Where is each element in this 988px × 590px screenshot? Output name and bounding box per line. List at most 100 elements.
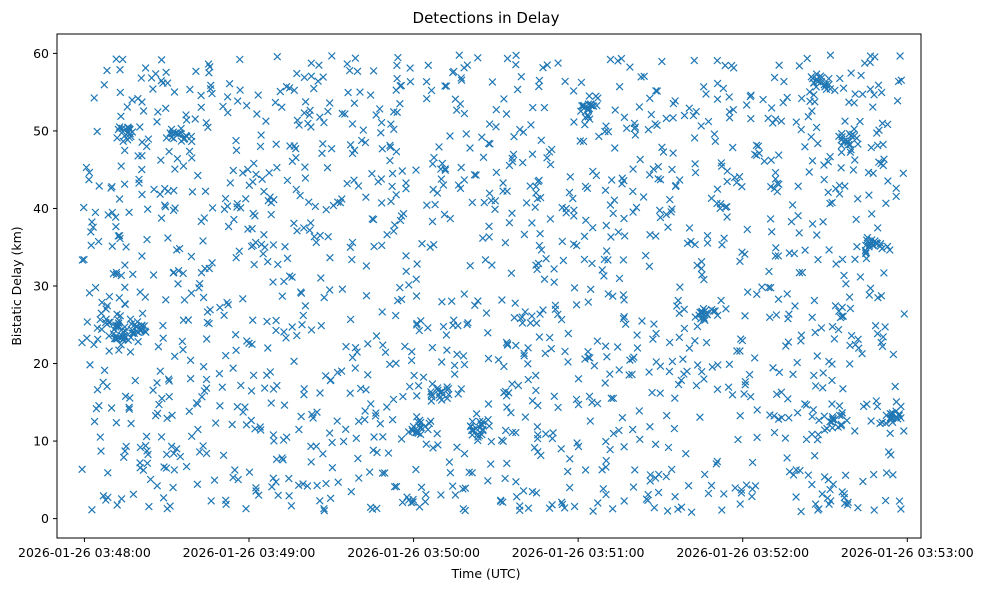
data-point — [520, 349, 528, 358]
data-point — [491, 205, 499, 214]
data-point — [460, 176, 469, 184]
data-point — [594, 132, 603, 141]
data-point — [89, 223, 98, 232]
data-point — [119, 137, 128, 146]
data-point — [511, 341, 520, 350]
data-point — [874, 81, 883, 90]
data-point — [260, 384, 269, 392]
data-point — [630, 466, 639, 474]
data-point — [174, 266, 183, 275]
data-point — [718, 240, 726, 249]
data-point — [868, 103, 877, 111]
data-point — [319, 73, 328, 81]
data-point — [194, 425, 202, 434]
data-point — [576, 107, 585, 116]
data-point — [221, 351, 230, 360]
data-point — [873, 224, 882, 232]
data-point — [419, 373, 428, 382]
data-point — [94, 237, 103, 246]
data-point — [830, 335, 839, 343]
data-point — [611, 106, 620, 114]
data-point — [693, 361, 702, 369]
data-point — [274, 491, 283, 500]
data-point — [417, 483, 426, 492]
data-point — [870, 506, 879, 514]
data-point — [619, 256, 628, 264]
data-point — [326, 253, 334, 262]
data-point — [322, 205, 331, 214]
data-point — [177, 137, 186, 145]
data-point — [775, 368, 784, 377]
data-point — [520, 230, 529, 239]
data-point — [569, 240, 578, 248]
data-point — [193, 480, 202, 489]
data-point — [867, 210, 876, 218]
data-point — [554, 59, 562, 67]
data-point — [440, 210, 449, 219]
data-point — [866, 58, 875, 67]
data-point — [387, 120, 395, 128]
data-point — [625, 371, 633, 379]
data-point — [139, 107, 148, 115]
data-point — [98, 298, 106, 307]
data-point — [746, 392, 755, 401]
data-point — [536, 310, 544, 318]
data-point — [208, 89, 216, 98]
data-point — [296, 288, 305, 296]
data-point — [121, 261, 129, 269]
data-point — [835, 190, 844, 198]
data-point — [115, 316, 123, 325]
data-point — [618, 179, 626, 188]
data-point — [819, 217, 827, 226]
data-point — [483, 476, 492, 485]
data-point — [157, 55, 166, 64]
data-point — [153, 481, 162, 490]
data-point — [710, 130, 719, 138]
data-point — [354, 474, 363, 482]
data-point — [295, 121, 303, 129]
x-tick-label: 2026-01-26 03:48:00 — [18, 545, 151, 560]
data-point — [865, 291, 874, 299]
data-point — [586, 285, 595, 294]
data-point — [191, 115, 200, 123]
data-point — [808, 74, 817, 83]
data-point — [113, 134, 121, 142]
data-point — [602, 463, 610, 471]
data-point — [205, 319, 213, 328]
data-point — [93, 335, 102, 344]
data-point — [396, 99, 404, 108]
data-point — [533, 422, 542, 431]
data-point — [153, 378, 161, 387]
data-point — [198, 392, 206, 401]
data-point — [590, 361, 599, 370]
data-point — [771, 175, 780, 183]
data-point — [809, 405, 818, 414]
data-point — [646, 477, 655, 485]
data-point — [320, 118, 328, 127]
data-point — [232, 253, 241, 262]
data-point — [841, 471, 850, 480]
data-point — [324, 107, 332, 116]
data-point — [110, 334, 119, 343]
data-point — [85, 289, 94, 297]
x-tick-label: 2026-01-26 03:49:00 — [183, 545, 316, 560]
data-point — [724, 383, 733, 392]
data-point — [607, 233, 615, 241]
data-point — [320, 293, 329, 302]
data-point — [412, 166, 420, 174]
data-point — [891, 382, 900, 391]
data-point — [376, 419, 385, 428]
data-point — [835, 411, 844, 420]
data-point — [472, 171, 480, 179]
data-point — [511, 299, 520, 308]
data-point — [187, 432, 196, 441]
data-point — [312, 442, 321, 451]
data-point — [121, 447, 129, 455]
data-point — [656, 213, 665, 222]
data-point — [750, 150, 759, 159]
data-point — [601, 186, 610, 195]
data-point — [278, 292, 287, 301]
data-point — [619, 291, 628, 299]
data-point — [463, 61, 472, 69]
data-point — [437, 491, 445, 499]
